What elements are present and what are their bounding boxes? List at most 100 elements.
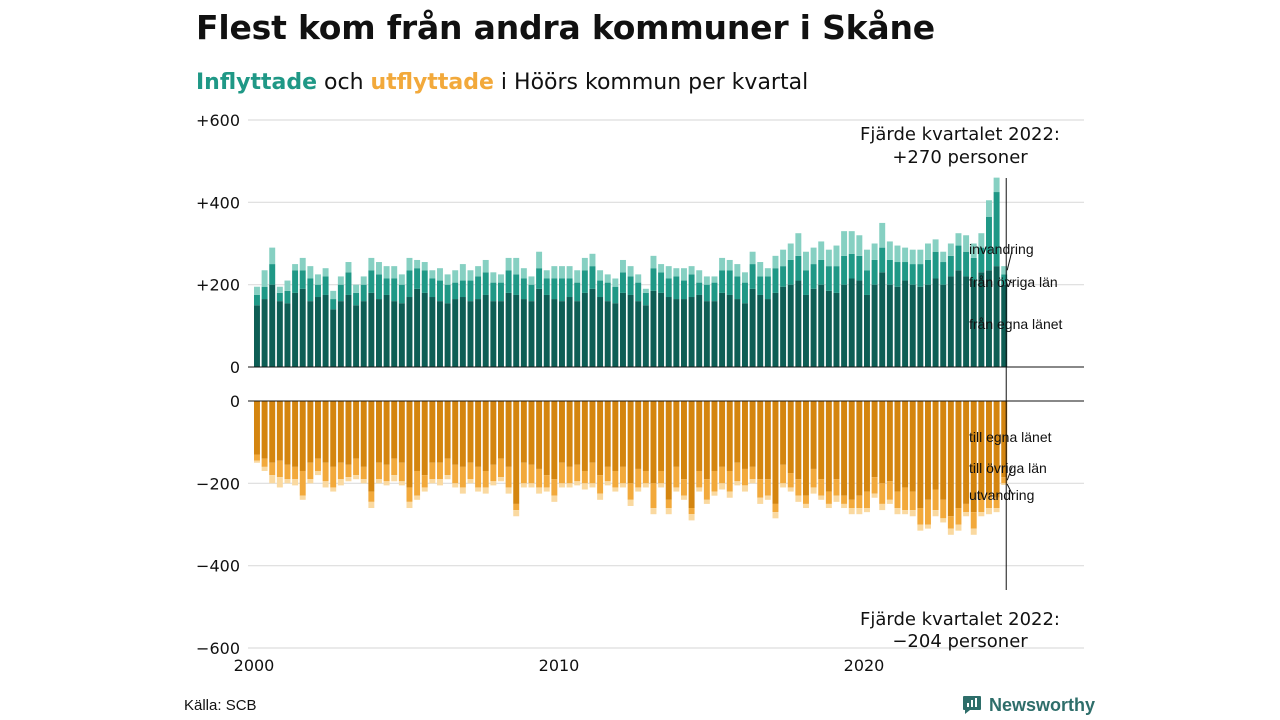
bar-out-segment <box>368 491 375 502</box>
bar-in-segment <box>421 270 428 293</box>
bar-in-segment <box>902 262 909 281</box>
bar-out-segment <box>505 487 512 494</box>
bar-in-segment <box>269 284 276 367</box>
bar-out-segment <box>856 508 863 515</box>
bar-out-segment <box>360 401 367 467</box>
bar-out-segment <box>581 401 588 471</box>
bar-in-segment <box>986 200 992 217</box>
bar-out-segment <box>406 487 413 502</box>
bar-out-segment <box>620 483 626 488</box>
bar-in-segment <box>932 251 939 279</box>
bar-out-segment <box>627 499 634 506</box>
bar-out-segment <box>467 462 474 480</box>
bar-out-segment <box>902 487 909 511</box>
bar-out-segment <box>810 487 817 494</box>
bar-out-segment <box>520 462 527 484</box>
bar-in-segment <box>620 292 626 367</box>
bar-out-segment <box>437 462 443 480</box>
annotation-bottom-line2: −204 personer <box>892 631 1028 652</box>
bar-in-segment <box>963 276 970 367</box>
bar-in-segment <box>475 266 482 277</box>
bar-out-segment <box>810 468 817 488</box>
bar-in-segment <box>825 266 832 291</box>
bar-out-segment <box>398 401 405 463</box>
y-tick-label-top: 0 <box>230 358 240 377</box>
bar-in-segment <box>658 272 665 293</box>
bar-out-segment <box>543 487 550 492</box>
annotation-top-line2: +270 personer <box>892 147 1028 168</box>
bar-in-segment <box>848 253 855 279</box>
bar-in-segment <box>376 274 382 300</box>
subtitle-rest: i Höörs kommun per kvartal <box>500 70 809 95</box>
bar-in-segment <box>734 276 741 300</box>
bar-out-segment <box>528 464 535 484</box>
bar-out-segment <box>970 528 977 535</box>
bar-in-segment <box>604 282 611 302</box>
bar-out-segment <box>848 508 855 515</box>
bar-in-segment <box>749 251 756 265</box>
bar-in-segment <box>581 257 588 271</box>
bar-in-segment <box>864 294 870 367</box>
bar-in-segment <box>795 280 802 367</box>
bar-in-segment <box>543 278 550 295</box>
bar-out-segment <box>459 401 466 467</box>
bar-in-segment <box>848 231 855 254</box>
bar-in-segment <box>612 303 619 367</box>
bar-in-segment <box>879 247 886 273</box>
bar-in-segment <box>681 299 687 367</box>
bar-in-segment <box>909 264 916 285</box>
bar-in-segment <box>315 284 321 298</box>
bar-out-segment <box>307 462 314 480</box>
bar-out-segment <box>391 401 398 459</box>
bar-out-segment <box>322 401 329 463</box>
segment-label-in: från övriga län <box>969 274 1058 290</box>
segment-label-out: till övriga län <box>969 460 1047 476</box>
bar-in-segment <box>589 253 596 267</box>
bar-out-segment <box>658 483 665 488</box>
bar-in-segment <box>1001 266 1008 275</box>
bar-out-segment <box>841 401 848 496</box>
bar-in-segment <box>703 276 710 285</box>
bar-in-segment <box>391 278 398 302</box>
bar-out-segment <box>429 462 436 480</box>
bar-in-segment <box>482 294 489 367</box>
bar-out-segment <box>940 499 947 519</box>
bar-out-segment <box>1001 401 1008 478</box>
bar-in-segment <box>734 264 741 277</box>
chart-title: Flest kom från andra kommuner i Skåne <box>196 8 935 47</box>
bar-in-segment <box>658 292 665 367</box>
bar-in-segment <box>467 301 474 367</box>
bar-in-segment <box>322 294 329 367</box>
bar-out-segment <box>665 499 672 509</box>
bar-out-segment <box>780 464 787 484</box>
bar-in-segment <box>536 288 543 367</box>
bar-out-segment <box>574 401 581 465</box>
bar-out-segment <box>383 481 390 486</box>
bar-in-segment <box>970 257 977 281</box>
bar-in-segment <box>925 259 931 285</box>
bar-out-segment <box>299 470 306 496</box>
bar-in-segment <box>894 286 901 367</box>
bar-out-segment <box>292 466 299 480</box>
bar-in-segment <box>322 268 329 277</box>
brand-name: Newsworthy <box>989 694 1096 715</box>
bar-out-segment <box>803 495 809 504</box>
bar-in-segment <box>276 292 283 302</box>
bar-out-segment <box>254 454 260 461</box>
bar-in-segment <box>795 255 802 281</box>
bar-out-segment <box>665 401 672 500</box>
bar-in-segment <box>764 276 771 300</box>
bar-in-segment <box>551 278 558 300</box>
bar-out-segment <box>498 477 504 482</box>
bar-out-segment <box>597 493 604 500</box>
bar-in-segment <box>337 276 344 285</box>
bar-out-segment <box>376 401 382 463</box>
bar-in-segment <box>490 282 497 302</box>
bar-in-segment <box>551 266 558 279</box>
bar-in-segment <box>406 257 413 271</box>
bar-out-segment <box>772 512 779 519</box>
bar-out-segment <box>498 401 504 459</box>
y-tick-label-bottom: 0 <box>230 392 240 411</box>
bar-in-segment <box>902 247 909 263</box>
bar-out-segment <box>963 503 970 513</box>
